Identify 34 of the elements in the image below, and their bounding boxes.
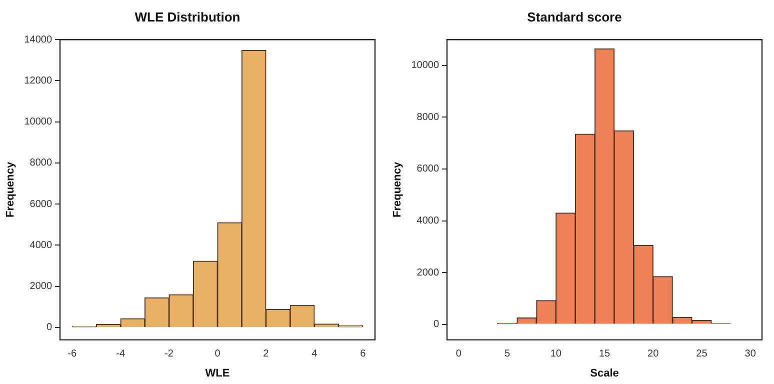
y-tick-label: 4000	[30, 240, 52, 251]
x-tick-label: 30	[744, 348, 756, 360]
x-tick-label: 2	[263, 348, 270, 360]
y-tick-label: 8000	[30, 158, 52, 169]
y-tick-label: 10000	[411, 60, 440, 72]
y-tick-label: 0	[433, 319, 440, 330]
x-tick-label: 25	[696, 348, 708, 360]
chart-title: WLE Distribution	[134, 9, 240, 24]
y-tick-label: 10000	[24, 116, 52, 128]
y-tick-label: 0	[46, 322, 52, 334]
x-tick-label: 20	[648, 348, 660, 360]
y-axis-title: Frequency	[392, 161, 404, 218]
y-tick-label: 2000	[416, 267, 440, 278]
y-tick-label: 6000	[416, 164, 440, 175]
x-tick-label: 4	[312, 348, 318, 360]
y-tick-label: 4000	[416, 216, 440, 227]
x-axis-title: WLE	[205, 367, 230, 380]
y-tick-label: 6000	[30, 198, 52, 210]
x-tick-label: -4	[116, 348, 126, 360]
x-axis-title: Scale	[590, 367, 619, 380]
x-tick-label: 15	[598, 348, 611, 360]
y-axis-title: Frequency	[4, 161, 17, 218]
x-tick-label: -6	[68, 348, 77, 360]
y-tick-label: 14000	[24, 34, 52, 46]
x-tick-label: 6	[360, 348, 366, 360]
x-tick-label: -2	[164, 348, 174, 360]
x-tick-label: 10	[550, 348, 562, 360]
chart-title: Standard score	[527, 9, 622, 24]
x-tick-label: 5	[504, 348, 511, 360]
x-tick-label: 0	[214, 348, 221, 360]
y-tick-label: 12000	[24, 75, 52, 86]
y-tick-label: 8000	[416, 112, 440, 123]
x-tick-label: 0	[456, 348, 462, 360]
y-tick-label: 2000	[30, 281, 52, 292]
